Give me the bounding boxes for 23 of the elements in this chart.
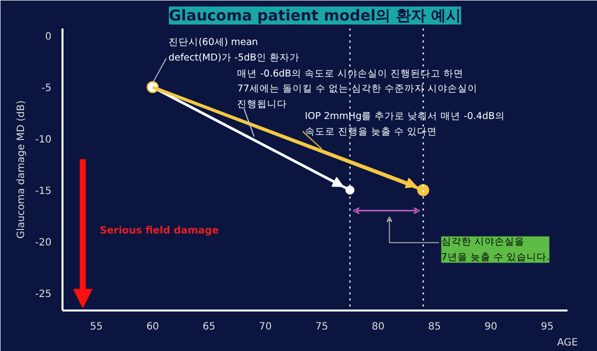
- x-tick-label: 75: [315, 322, 328, 332]
- y-axis-title: Glaucoma damage MD (dB): [16, 100, 28, 239]
- x-tick-label: 90: [484, 322, 498, 332]
- y-tick-label: 0: [45, 32, 52, 43]
- annotation: Serious field damage: [100, 225, 219, 236]
- y-tick-label: -25: [35, 289, 52, 300]
- y-tick-label: -20: [35, 238, 52, 249]
- x-tick-label: 95: [540, 322, 554, 332]
- x-tick-label: 85: [428, 322, 441, 332]
- annotation: 진단시(60세) mean defect(MD)가 -5dB인 환자가: [168, 36, 300, 64]
- x-tick-label: 60: [146, 322, 160, 332]
- x-tick-label: 55: [90, 322, 103, 332]
- y-tick-label: -15: [35, 186, 52, 198]
- annotation: 심각한 시야손실을 7년을 늦출 수 있습니다.: [441, 236, 550, 263]
- chart-title: Glaucoma patient model의 환자 예시: [168, 6, 462, 24]
- y-tick-label: -10: [35, 134, 52, 146]
- annotation: 매년 -0.6dB의 속도로 시야손실이 진행된다고 하면 77세에는 돌이킬 수 없는 심각한 수준까지 시야손실이 진행됩니다: [237, 68, 478, 110]
- x-axis-title: AGE: [557, 338, 578, 348]
- x-tick-label: 80: [372, 322, 384, 332]
- x-tick-label: 65: [202, 322, 216, 332]
- x-tick-label: 70: [259, 322, 272, 332]
- annotation: IOP 2mmHg를 추가로 낮춰서 매년 -0.4dB의 속도로 진행을 늦출 수 있다면: [304, 111, 505, 138]
- y-tick-label: -5: [42, 83, 52, 94]
